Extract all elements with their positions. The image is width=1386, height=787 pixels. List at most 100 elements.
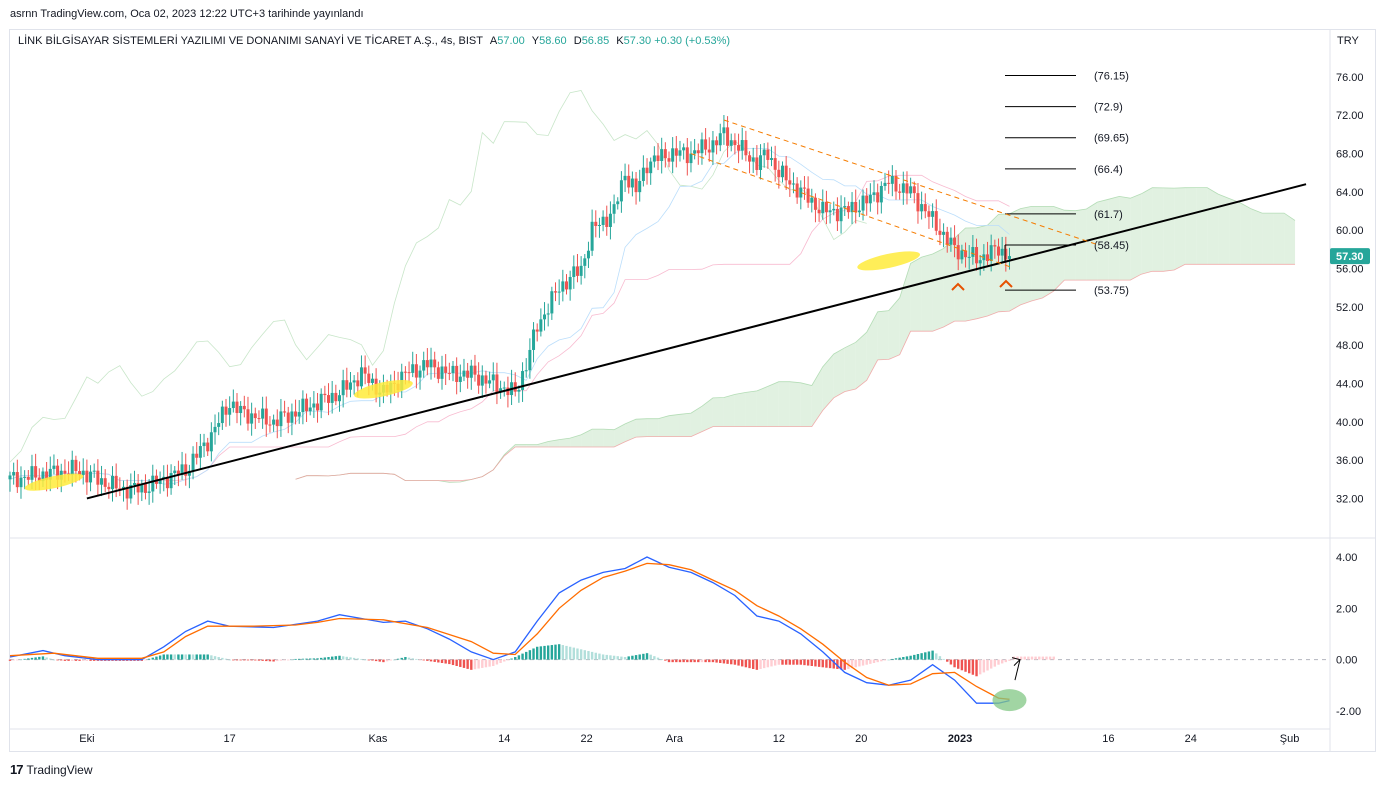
macd-histogram-bar — [345, 656, 349, 660]
macd-histogram-bar — [971, 659, 975, 675]
candle-body — [612, 204, 616, 214]
candle-body — [206, 442, 210, 452]
candle-body — [568, 276, 572, 290]
macd-histogram-bar — [246, 659, 250, 661]
macd-histogram-bar — [356, 658, 360, 660]
candle-body — [934, 211, 938, 231]
macd-histogram-bar — [894, 658, 898, 660]
macd-histogram-bar — [539, 646, 543, 660]
candle-body — [854, 201, 858, 213]
candle-body — [158, 478, 162, 484]
macd-histogram-bar — [975, 659, 978, 677]
candle-body — [704, 139, 708, 150]
macd-histogram-bar — [8, 659, 12, 661]
channel-lower-line — [690, 153, 1010, 268]
candle-body — [147, 491, 151, 493]
last-price-badge — [1330, 248, 1370, 265]
macd-histogram-bar — [722, 659, 726, 664]
candle-body — [543, 314, 547, 320]
macd-histogram-bar — [221, 657, 224, 660]
candle-body — [572, 266, 576, 277]
macd-histogram-bar — [876, 659, 879, 663]
macd-histogram-bar — [433, 659, 436, 662]
candle-body — [301, 398, 305, 413]
macd-histogram-bar — [770, 659, 773, 667]
macd-histogram-bar — [697, 659, 700, 663]
macd-histogram-bar — [151, 657, 154, 660]
highlight-ellipse — [857, 251, 921, 271]
macd-histogram-bar — [473, 659, 477, 670]
up-arrow-marker-icon — [999, 279, 1013, 288]
candle-body — [608, 213, 612, 227]
close-label: K — [616, 35, 624, 47]
macd-histogram-bar — [429, 659, 433, 662]
macd-histogram-bar — [711, 659, 715, 663]
macd-histogram-bar — [1034, 656, 1037, 660]
macd-histogram-bar — [349, 657, 352, 660]
macd-histogram-bar — [638, 654, 641, 660]
candle-body — [440, 366, 444, 379]
candle-body — [283, 411, 287, 413]
candle-body — [923, 204, 927, 212]
macd-histogram-bar — [418, 659, 422, 661]
low-label: D — [573, 35, 582, 47]
macd-histogram-bar — [576, 648, 579, 660]
macd-histogram-bar — [173, 654, 176, 660]
ichimoku-cloud-segment — [877, 310, 889, 360]
candle-body — [111, 475, 115, 490]
ichimoku-cloud-segment — [570, 434, 582, 448]
candle-body — [737, 145, 741, 151]
macd-histogram-bar — [437, 659, 440, 663]
macd-axis-tick: 2.00 — [1336, 603, 1357, 615]
macd-histogram-bar — [565, 645, 568, 660]
macd-histogram-bar — [678, 659, 682, 663]
macd-histogram-bar — [667, 659, 671, 663]
candle-body — [978, 260, 982, 264]
macd-histogram-bar — [836, 659, 839, 669]
macd-histogram-bar — [495, 659, 499, 665]
macd-histogram-bar — [532, 648, 535, 660]
macd-histogram-bar — [814, 659, 817, 667]
arrow-head-icon — [1011, 657, 1021, 666]
candle-body — [619, 180, 623, 202]
fib-level-label: (69.65) — [1094, 133, 1129, 145]
candle-body — [12, 472, 16, 476]
macd-histogram-bar — [367, 659, 370, 661]
macd-histogram-bar — [719, 659, 722, 664]
macd-histogram-bar — [957, 659, 960, 669]
macd-histogram-bar — [759, 659, 762, 669]
macd-histogram-bar — [1038, 656, 1041, 660]
candle-body — [927, 211, 931, 217]
ichimoku-cloud-segment — [679, 413, 691, 437]
macd-histogram-bar — [788, 659, 792, 665]
candle-body — [491, 374, 495, 381]
candle-body — [810, 197, 814, 203]
candle-body — [488, 380, 492, 384]
ichimoku-cloud-segment — [800, 382, 812, 427]
macd-histogram-bar — [865, 659, 868, 665]
macd-histogram-bar — [484, 659, 488, 668]
macd-histogram-bar — [206, 654, 209, 660]
chart-frame — [9, 29, 1376, 752]
macd-histogram-bar — [583, 650, 586, 660]
high-label: Y — [531, 35, 540, 47]
macd-histogram-bar — [986, 659, 989, 671]
ichimoku-cloud-segment — [789, 381, 801, 427]
macd-histogram-bar — [726, 659, 729, 664]
candle-body — [85, 470, 89, 483]
macd-histogram-bar — [510, 658, 513, 660]
candle-body — [586, 250, 590, 259]
candle-body — [78, 471, 82, 475]
macd-histogram-bar — [492, 659, 495, 666]
macd-histogram-bar — [60, 659, 63, 661]
ichimoku-cloud-segment — [767, 381, 779, 427]
macd-histogram-bar — [89, 659, 92, 661]
ichimoku-cloud-segment — [559, 438, 571, 448]
candle-body — [246, 409, 250, 424]
ichimoku-span-b — [295, 263, 1295, 482]
candle-body — [352, 380, 356, 383]
macd-histogram-bar — [671, 659, 674, 663]
candle-body — [872, 192, 876, 195]
macd-histogram-bar — [1016, 656, 1019, 660]
